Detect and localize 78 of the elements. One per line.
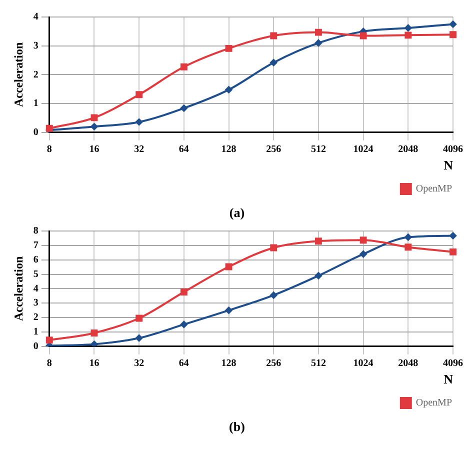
y-tick-label: 5 xyxy=(33,268,38,280)
point xyxy=(180,63,188,70)
x-tick-label: 256 xyxy=(266,144,282,155)
point xyxy=(314,28,322,36)
point xyxy=(270,244,278,252)
y-axis-title: Acceleration xyxy=(11,256,26,322)
point xyxy=(90,123,98,130)
point xyxy=(136,334,143,342)
point xyxy=(90,340,98,346)
point xyxy=(270,292,278,299)
point xyxy=(136,118,143,126)
y-axis-title: Acceleration xyxy=(11,42,26,108)
point xyxy=(46,336,53,344)
point xyxy=(180,104,188,112)
legend-label: OpenMP xyxy=(416,184,452,195)
text: (b) xyxy=(228,418,246,436)
x-tick-label: 512 xyxy=(310,358,326,369)
legend-label: OpenMP xyxy=(416,398,452,409)
point xyxy=(450,20,456,28)
point xyxy=(225,263,232,270)
x-tick-label: 128 xyxy=(221,144,236,155)
x-tick-label: 128 xyxy=(221,358,236,369)
y-tick-label: 3 xyxy=(33,298,38,309)
point xyxy=(450,248,456,256)
y-tick-label: 7 xyxy=(33,240,38,252)
x-tick-label: 16 xyxy=(89,144,100,155)
y-tick-label: 4 xyxy=(33,283,38,294)
x-tick-label: 8 xyxy=(46,144,52,155)
point xyxy=(136,91,143,98)
x-tick-label: 32 xyxy=(134,358,144,369)
point xyxy=(225,86,232,94)
x-tick-label: 64 xyxy=(178,144,189,155)
x-tick-label: 16 xyxy=(89,358,100,369)
x-tick-label: 8 xyxy=(46,358,52,369)
point xyxy=(404,244,412,251)
x-axis-title: N xyxy=(444,372,454,387)
x-axis-title: N xyxy=(444,158,454,173)
y-tick-label: 6 xyxy=(33,254,38,266)
x-tick-label: 32 xyxy=(134,144,144,155)
point xyxy=(270,59,278,66)
y-tick-label: 0 xyxy=(33,126,38,138)
point xyxy=(314,39,322,46)
point xyxy=(404,32,412,39)
x-tick-label: 1024 xyxy=(353,144,374,155)
y-tick-label: 3 xyxy=(33,40,38,52)
point xyxy=(450,232,456,240)
point xyxy=(404,234,412,241)
point xyxy=(180,320,188,328)
y-tick-label: 8 xyxy=(33,226,38,237)
point xyxy=(360,32,367,40)
y-tick-label: 0 xyxy=(33,340,38,352)
x-tick-label: 256 xyxy=(266,358,282,369)
point xyxy=(314,272,322,280)
point xyxy=(90,114,98,122)
point xyxy=(404,24,412,32)
point xyxy=(225,306,232,314)
y-tick-label: 1 xyxy=(33,326,38,338)
x-tick-label: 1024 xyxy=(353,358,374,369)
x-tick-label: 4096 xyxy=(443,144,463,155)
x-tick-label: 512 xyxy=(310,144,326,155)
point xyxy=(270,32,278,40)
point xyxy=(450,31,456,38)
point xyxy=(136,314,143,322)
x-tick-label: 4096 xyxy=(443,358,463,369)
point xyxy=(90,330,98,336)
point xyxy=(180,288,188,296)
y-tick-label: 2 xyxy=(33,312,38,324)
point xyxy=(360,250,367,258)
y-tick-label: 4 xyxy=(33,12,38,23)
x-tick-label: 2048 xyxy=(398,144,418,155)
point xyxy=(225,44,232,52)
point xyxy=(360,236,367,244)
y-tick-label: 2 xyxy=(33,69,38,80)
point xyxy=(314,238,322,245)
text: (a) xyxy=(228,204,246,222)
y-tick-label: 1 xyxy=(33,98,38,110)
x-tick-label: 2048 xyxy=(398,358,418,369)
x-tick-label: 64 xyxy=(178,358,189,369)
